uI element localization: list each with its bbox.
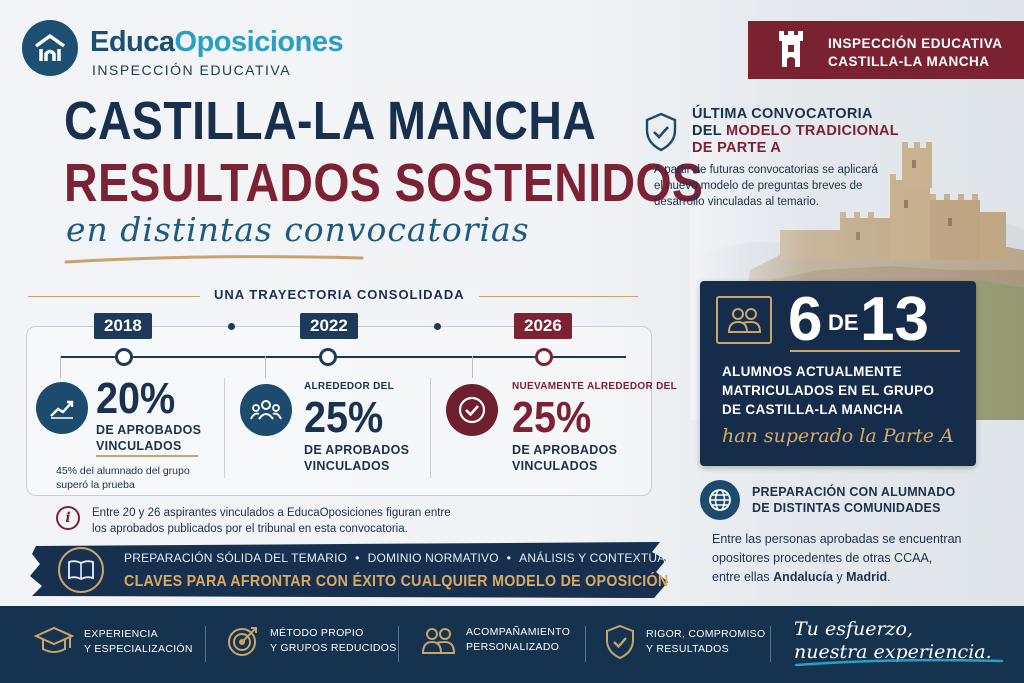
footer-item-rigor: RIGOR, COMPROMISO Y RESULTADOS: [604, 624, 765, 660]
brand-subtitle: INSPECCIÓN EDUCATIVA: [92, 62, 292, 78]
keys-tagline: CLAVES PARA AFRONTAR CON ÉXITO CUALQUIER…: [124, 573, 669, 590]
stat-label-2026: DE APROBADOS VINCULADOS: [512, 443, 618, 473]
communities-text: Entre las personas aprobadas se encuentr…: [712, 532, 962, 584]
year-badge-2018: 2018: [94, 313, 152, 339]
timeline-node-2022: [319, 348, 337, 366]
brand-logo[interactable]: [22, 20, 78, 76]
people-icon: [421, 628, 456, 654]
column-divider: [224, 378, 225, 478]
headline-results: RESULTADOS SOSTENIDOS: [64, 153, 704, 213]
stat-label-2018: DE APROBADOS VINCULADOS: [96, 423, 202, 453]
globe-icon: [700, 480, 740, 520]
timeline-node-2026: [535, 348, 553, 366]
keys-list: PREPARACIÓN SÓLIDA DEL TEMARIO • DOMINIO N…: [124, 551, 723, 565]
info-icon: i: [56, 506, 80, 530]
footer-slogan: Tu esfuerzo, nuestra experiencia.: [794, 618, 992, 663]
stat-value-2022: 25%: [304, 393, 384, 442]
footer-item-method: MÉTODO PROPIO Y GRUPOS REDUCIDOS: [226, 624, 397, 658]
timeline-dot: [228, 323, 235, 330]
footer-bar: [0, 606, 1024, 683]
stat-value-2018: 20%: [96, 374, 176, 423]
footer-swoosh: [794, 658, 1004, 667]
stat-card-number-a: 6: [788, 285, 823, 354]
people-icon: [716, 296, 772, 344]
headline-region: CASTILLA-LA MANCHA: [64, 91, 597, 151]
tower-icon: [779, 31, 803, 67]
shield-check-icon: [645, 112, 677, 152]
info-note: Entre 20 y 26 aspirantes vinculados a Ed…: [92, 507, 451, 535]
chart-growth-icon: [36, 382, 88, 434]
shield-check-icon: [606, 624, 634, 660]
stat-value-2026: 25%: [512, 393, 592, 442]
target-icon: [228, 627, 257, 656]
stat-prefix-2022: ALREDEDOR DEL: [304, 381, 395, 392]
group-people-icon: [240, 384, 292, 436]
timeline-connector: [60, 356, 61, 378]
timeline-node-2018: [115, 348, 133, 366]
year-badge-2026: 2026: [514, 313, 572, 339]
ultima-convocatoria-text: A partir de futuras convocatorias se apl…: [654, 164, 878, 208]
timeline-connector: [265, 356, 266, 378]
ultima-convocatoria-title: ÚLTIMA CONVOCATORIA DEL MODELO TRADICION…: [692, 106, 899, 156]
book-icon: [58, 547, 104, 593]
stat-card-number-b: 13: [860, 285, 929, 354]
stat-prefix-2026: NUEVAMENTE ALREDEDOR DEL: [512, 381, 677, 392]
keys-banner: [30, 542, 668, 598]
footer-divider: [398, 626, 399, 662]
stat-card-rule: [790, 350, 960, 352]
graduation-cap-icon: [34, 626, 74, 653]
headline-underline: [64, 255, 364, 264]
stat-card-script: han superado la Parte A: [722, 425, 954, 447]
stat-card-text: ALUMNOS ACTUALMENTE MATRICULADOS EN EL G…: [722, 364, 935, 417]
footer-item-experience: EXPERIENCIA Y ESPECIALIZACIÓN: [34, 624, 193, 660]
year-badge-2022: 2022: [300, 313, 358, 339]
timeline-dot: [434, 323, 441, 330]
footer-divider: [585, 626, 586, 662]
stat-note-2018: 45% del alumnado del grupo superó la pru…: [56, 465, 190, 491]
check-circle-icon: [446, 384, 498, 436]
headline-script: en distintas convocatorias: [66, 210, 530, 249]
region-banner-text: INSPECCIÓN EDUCATIVA CASTILLA-LA MANCHA: [828, 36, 1003, 69]
footer-divider: [770, 626, 771, 662]
stat-card-de: DE: [828, 310, 859, 335]
stat-label-2022: DE APROBADOS VINCULADOS: [304, 443, 410, 473]
footer-item-support: ACOMPAÑAMIENTO PERSONALIZADO: [420, 624, 570, 656]
brand-name: EducaOposiciones: [90, 26, 344, 58]
footer-divider: [205, 626, 206, 662]
house-arch-icon: [34, 34, 66, 61]
timeline-title: UNA TRAYECTORIA CONSOLIDADA: [200, 287, 479, 302]
communities-title: PREPARACIÓN CON ALUMNADO DE DISTINTAS CO…: [752, 485, 956, 515]
column-divider: [430, 378, 431, 478]
timeline-connector: [472, 356, 473, 378]
stat-underline: [96, 455, 198, 457]
timeline-axis: [60, 356, 626, 358]
